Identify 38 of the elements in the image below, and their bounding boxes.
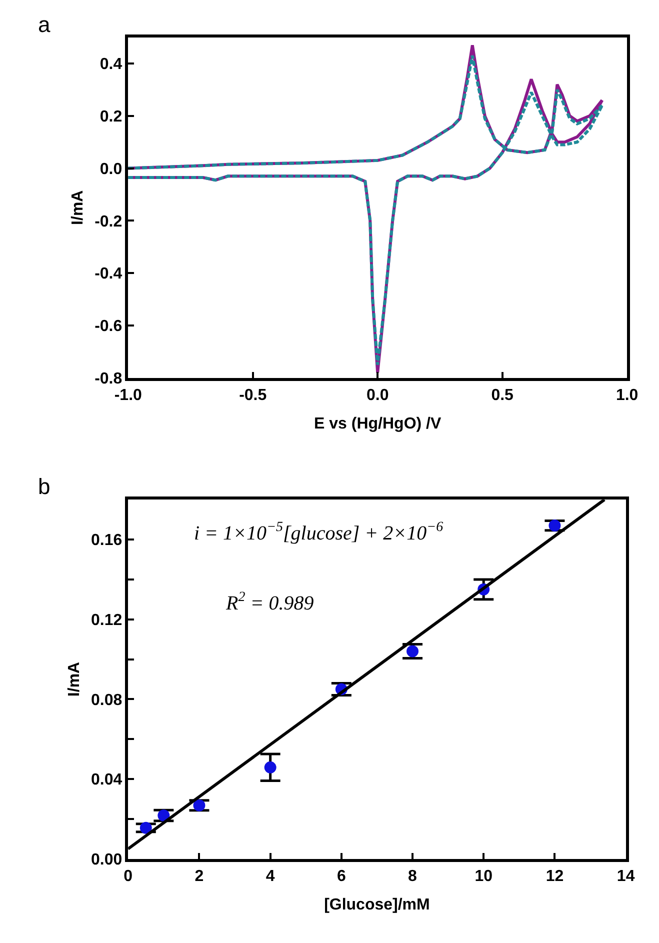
y-tick-label: 0.08	[91, 692, 122, 709]
y-tick-label: -0.4	[94, 266, 122, 283]
x-tick-label: 1.0	[616, 386, 638, 404]
y-tick-label: -0.6	[94, 318, 122, 336]
point	[140, 822, 152, 834]
y-tick-label: -0.8	[94, 370, 122, 388]
y-tick-label: 0.00	[91, 851, 122, 868]
y-tick-label: -0.2	[94, 213, 122, 230]
y-axis-title: I/mA	[69, 190, 86, 225]
x-tick-label: 0	[124, 868, 133, 885]
x-tick-label: 0.5	[491, 386, 514, 404]
x-tick-label: 0.0	[366, 386, 389, 404]
x-tick-label: 8	[408, 868, 418, 885]
x-tick-label: -1.0	[114, 386, 142, 404]
x-axis-title: E vs (Hg/HgO) /V	[314, 416, 442, 433]
x-axis-title: [Glucose]/mM	[324, 896, 430, 914]
x-tick-label: 6	[336, 868, 346, 885]
y-tick-label: 0.4	[100, 56, 122, 74]
x-tick-label: -0.5	[239, 386, 267, 404]
y-axis-title: I/mA	[66, 661, 83, 697]
x-tick-label: 10	[474, 868, 493, 885]
y-tick-label: 0.2	[100, 108, 122, 126]
y-tick-label: 0.0	[100, 160, 122, 178]
point	[158, 810, 170, 822]
annotation: R$^{2}$ = 0.989	[225, 590, 314, 614]
y-tick-label: 0.16	[91, 532, 122, 550]
y-tick-label: 0.04	[91, 772, 122, 789]
chart-title: b	[38, 474, 50, 499]
point	[193, 799, 206, 812]
annotation: i = 1×10$^{−5}$[glucose] + 2×10$^{−6}$	[194, 520, 444, 544]
x-tick-label: 12	[546, 868, 564, 885]
y-tick-label: 0.12	[91, 612, 122, 629]
x-tick-label: 2	[194, 868, 204, 885]
x-tick-label: 4	[266, 868, 275, 885]
point	[548, 520, 561, 532]
x-tick-label: 14	[616, 868, 635, 885]
chart-title: a	[38, 12, 51, 37]
point	[264, 761, 276, 774]
